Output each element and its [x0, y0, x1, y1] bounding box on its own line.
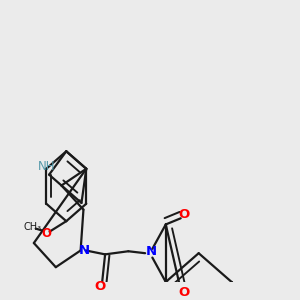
Text: O: O [178, 208, 189, 221]
Text: O: O [94, 280, 106, 293]
Text: O: O [42, 227, 52, 240]
Text: N: N [79, 244, 90, 257]
Text: CH₃: CH₃ [24, 222, 42, 232]
Text: O: O [178, 286, 189, 299]
Text: N: N [146, 244, 157, 257]
Text: NH: NH [38, 160, 56, 173]
